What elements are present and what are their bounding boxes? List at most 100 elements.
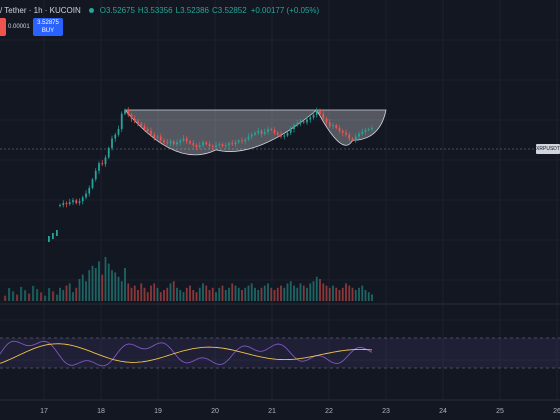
- volume-bar: [75, 287, 78, 301]
- candle-body: [345, 132, 347, 135]
- candle-body: [367, 129, 370, 130]
- volume-bar: [111, 270, 113, 301]
- candle-body: [283, 135, 286, 137]
- candle-body: [185, 138, 188, 142]
- volume-bar: [12, 291, 15, 301]
- volume-bar: [182, 292, 185, 301]
- open-value: 3.52675: [106, 5, 135, 15]
- candle-body: [250, 134, 253, 137]
- rsi-moving-average-line: [0, 343, 373, 364]
- candle-body: [351, 138, 354, 141]
- candle-body: [98, 163, 100, 171]
- volume-bar: [163, 290, 165, 301]
- candle-body: [270, 129, 273, 130]
- volume-bar: [140, 283, 143, 301]
- candle-body: [169, 141, 172, 144]
- volume-bar: [104, 257, 107, 301]
- volume-bar: [250, 283, 253, 301]
- volume-bar: [176, 287, 178, 301]
- candle-body: [52, 233, 54, 239]
- volume-bar: [361, 285, 364, 301]
- volume-bar: [325, 285, 328, 301]
- candle-body: [62, 203, 65, 205]
- candle-body: [296, 123, 299, 126]
- rsi-band: [0, 338, 560, 368]
- time-axis-bg: [0, 400, 560, 420]
- volume-bar: [309, 283, 312, 301]
- volume-bar: [85, 281, 87, 301]
- buy-button[interactable]: 3.52875 BUY: [33, 18, 63, 36]
- candle-body: [104, 157, 107, 165]
- volume-bar: [286, 283, 289, 301]
- volume-bar: [81, 274, 84, 301]
- candle-body: [156, 136, 159, 138]
- price-tag: XRPUSDT: [536, 144, 560, 154]
- volume-bar: [185, 287, 188, 301]
- candle-body: [166, 142, 169, 144]
- candle-body: [120, 113, 123, 129]
- candle-body: [276, 132, 279, 135]
- time-axis-label: 18: [97, 408, 105, 415]
- candle-body: [137, 121, 139, 124]
- volume-bar: [215, 292, 217, 301]
- volume-bar: [114, 272, 117, 301]
- symbol-title[interactable]: / Tether · 1h · KUCOIN: [0, 5, 81, 15]
- cup-and-handle-pattern[interactable]: [124, 109, 387, 156]
- candle-body: [338, 128, 341, 131]
- candle-body: [146, 129, 149, 131]
- volume-bar: [156, 287, 159, 301]
- rsi-line: [0, 340, 373, 367]
- volume-bar: [218, 287, 221, 301]
- time-axis-label: 22: [325, 408, 333, 415]
- candle-body: [231, 143, 234, 145]
- candle-body: [280, 134, 282, 137]
- candle-body: [88, 187, 91, 194]
- candle-body: [361, 131, 364, 134]
- volume-bar: [52, 291, 55, 301]
- volume-bar: [280, 285, 282, 301]
- candle-body: [289, 129, 292, 133]
- volume-bar: [143, 287, 146, 301]
- sell-button[interactable]: [0, 18, 6, 36]
- volume-bar: [98, 261, 100, 301]
- volume-bar: [345, 283, 347, 301]
- candle-body: [117, 129, 120, 135]
- buy-label: BUY: [41, 28, 55, 34]
- volume-bar: [247, 285, 250, 301]
- candle-body: [56, 230, 58, 236]
- candle-body: [254, 132, 256, 135]
- candle-body: [150, 130, 152, 135]
- close-value: 3.52852: [217, 5, 247, 15]
- candle-body: [325, 118, 328, 123]
- volume-bar: [358, 287, 360, 301]
- candle-body: [257, 130, 260, 133]
- high-value: 3.53356: [143, 5, 173, 15]
- candle-body: [224, 145, 227, 147]
- candle-body: [335, 125, 338, 129]
- candle-body: [179, 140, 182, 143]
- candle-body: [133, 118, 136, 122]
- candle-body: [234, 142, 237, 145]
- volume-bar: [351, 287, 354, 301]
- candle-body: [328, 122, 331, 127]
- spread-value: 0.00001: [8, 24, 30, 30]
- candle-body: [306, 119, 308, 123]
- volume-bar: [228, 287, 230, 301]
- buy-price: 3.52875: [37, 20, 59, 26]
- volume-bar: [267, 283, 269, 301]
- volume-bar: [166, 287, 169, 301]
- candle-body: [228, 143, 230, 146]
- volume-bar: [276, 287, 279, 301]
- volume-bar: [20, 286, 23, 301]
- volume-bar: [48, 288, 51, 301]
- volume-bar: [341, 287, 344, 301]
- candle-body: [127, 110, 130, 115]
- time-axis-label: 19: [154, 408, 162, 415]
- volume-bar: [72, 292, 74, 301]
- volume-bar: [4, 295, 7, 301]
- volume-bar: [371, 294, 373, 301]
- candle-body: [208, 144, 211, 147]
- volume-bar: [59, 287, 61, 301]
- candle-body: [68, 202, 71, 205]
